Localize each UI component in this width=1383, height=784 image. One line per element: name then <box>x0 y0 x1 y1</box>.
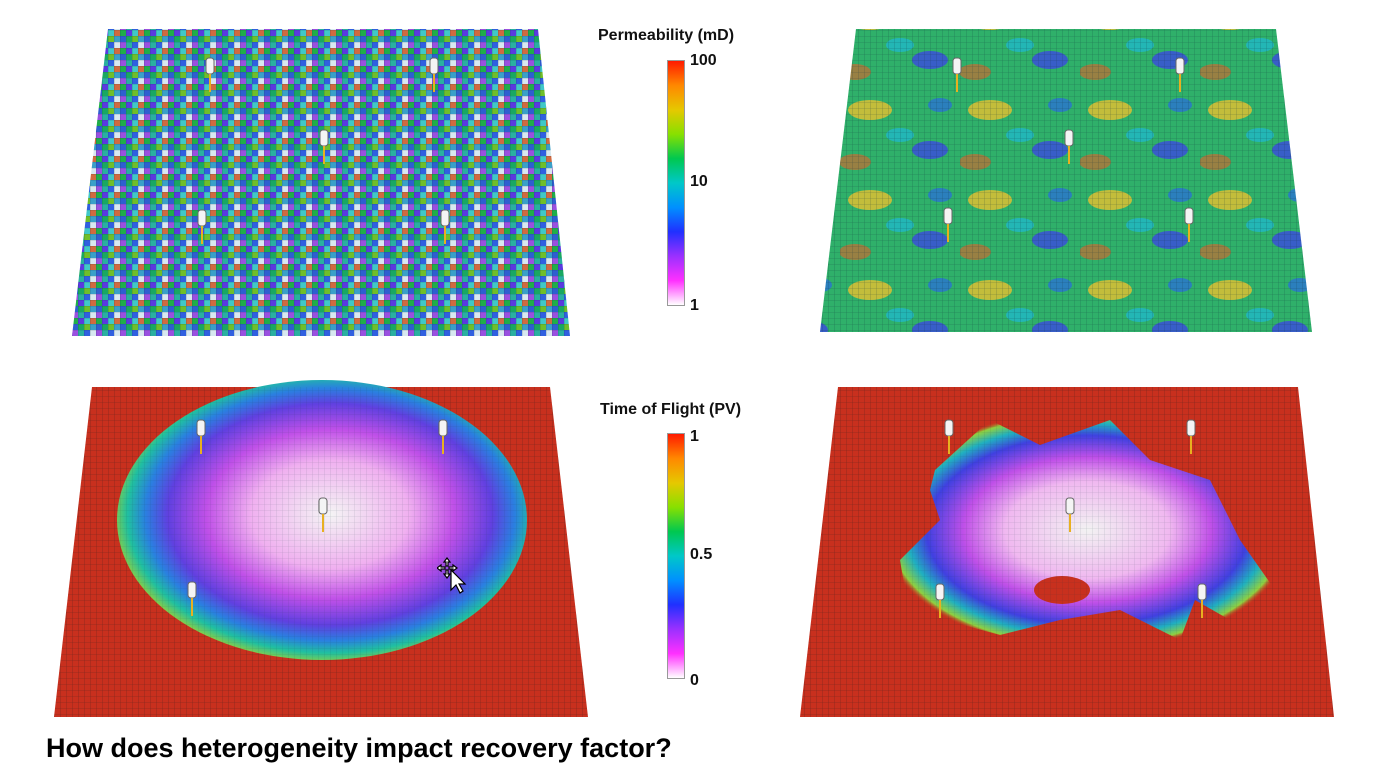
perm-tick-min: 1 <box>690 297 699 314</box>
perm-tick-mid: 10 <box>690 173 708 190</box>
perm-tick-max: 100 <box>690 52 717 69</box>
tof-colorbar <box>667 433 685 679</box>
tof-tick-mid: 0.5 <box>690 546 713 563</box>
question-heading: How does heterogeneity impact recovery f… <box>46 733 672 763</box>
permeability-colorbar <box>667 60 685 306</box>
permeability-colorbar-title: Permeability (mD) <box>598 27 735 44</box>
well-marker-icon <box>187 57 1207 618</box>
tof-colorbar-title: Time of Flight (PV) <box>600 401 742 418</box>
move-cursor-icon <box>437 557 467 594</box>
tof-tick-min: 0 <box>690 672 699 689</box>
tof-tick-max: 1 <box>690 428 699 445</box>
